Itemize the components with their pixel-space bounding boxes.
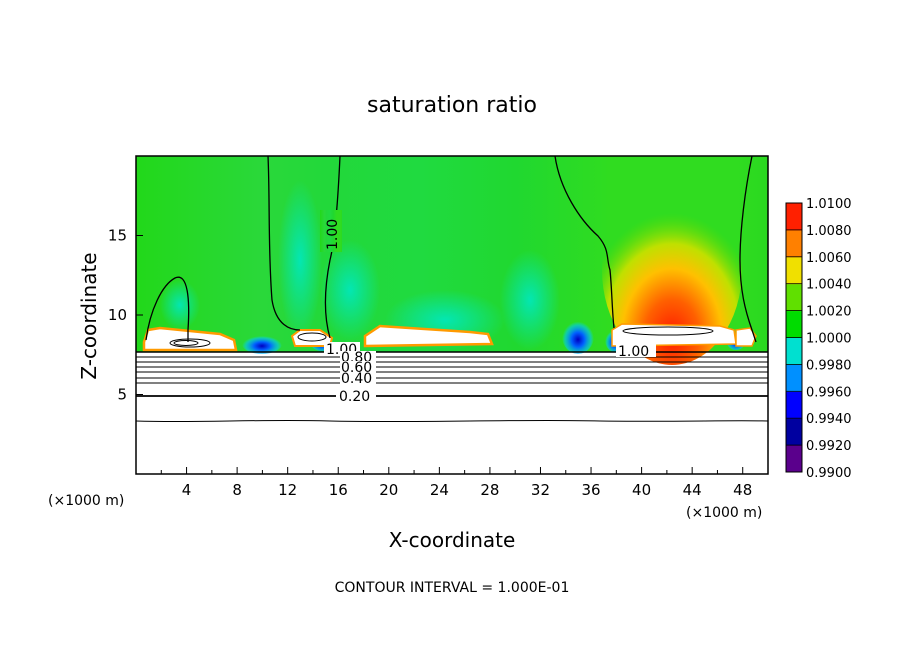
colorbar-segment [786, 203, 802, 231]
x-tick-label: 32 [531, 481, 550, 499]
x-unit-left: (×1000 m) [48, 493, 124, 509]
colorbar-segment [786, 229, 802, 258]
colorbar-segment [786, 310, 802, 338]
x-tick-label: 20 [379, 481, 398, 499]
y-axis-label: Z-coordinate [77, 252, 101, 379]
colorbar-label: 0.9940 [806, 412, 852, 427]
colorbar-segment [786, 364, 802, 392]
chart-title: saturation ratio [367, 93, 537, 118]
contour-label-040: 0.40 [341, 371, 372, 387]
supersaturation-blob [602, 175, 742, 365]
colorbar-label: 0.9920 [806, 439, 852, 454]
colorbar-label: 0.9980 [806, 358, 852, 373]
x-tick-label: 12 [278, 481, 297, 499]
colorbar-label: 0.9900 [806, 466, 852, 481]
x-tick-label: 4 [182, 481, 192, 499]
x-tick-label: 48 [733, 481, 752, 499]
colorbar-label: 1.0000 [806, 332, 852, 347]
y-tick-label: 5 [117, 386, 127, 404]
colorbar-segment [786, 391, 802, 419]
x-tick-label: 8 [232, 481, 242, 499]
colorbar-label: 1.0040 [806, 278, 852, 293]
colorbar-segment [786, 256, 802, 285]
plot-area: 1.00 1.00 0.80 0.60 0.40 0.20 1.00 [136, 156, 768, 474]
x-tick-label: 44 [683, 481, 702, 499]
colorbar-segment [786, 283, 802, 312]
x-tick-label: 28 [480, 481, 499, 499]
x-tick-label: 24 [430, 481, 449, 499]
colorbar-label: 1.0020 [806, 305, 852, 320]
x-unit-right: (×1000 m) [686, 505, 762, 521]
y-axis-ticks: 5 10 15 [108, 227, 143, 404]
x-axis-label: X-coordinate [389, 528, 516, 552]
x-tick-label: 16 [329, 481, 348, 499]
x-tick-label: 36 [581, 481, 600, 499]
colorbar-segment [786, 337, 802, 365]
contour-interval-note: CONTOUR INTERVAL = 1.000E-01 [335, 580, 570, 596]
colorbar-segment [786, 445, 802, 473]
contour-label-020: 0.20 [339, 389, 370, 405]
colorbar-label: 1.0080 [806, 224, 852, 239]
colorbar-label: 0.9960 [806, 385, 852, 400]
colorbar-label: 1.0100 [806, 197, 852, 212]
colorbar-segment [786, 418, 802, 446]
x-tick-label: 40 [632, 481, 651, 499]
colorbar: 0.9900 0.9920 0.9940 0.9960 0.9980 1.0000 1.00… [785, 197, 852, 481]
y-tick-label: 15 [108, 227, 127, 245]
x-axis-ticks: 4 8 12 16 20 24 28 32 36 40 44 48 [160, 467, 752, 499]
colorbar-label: 1.0060 [806, 251, 852, 266]
y-tick-label: 10 [108, 306, 127, 324]
contour-label-upper: 1.00 [325, 219, 341, 250]
contour-label-right: 1.00 [618, 344, 649, 360]
